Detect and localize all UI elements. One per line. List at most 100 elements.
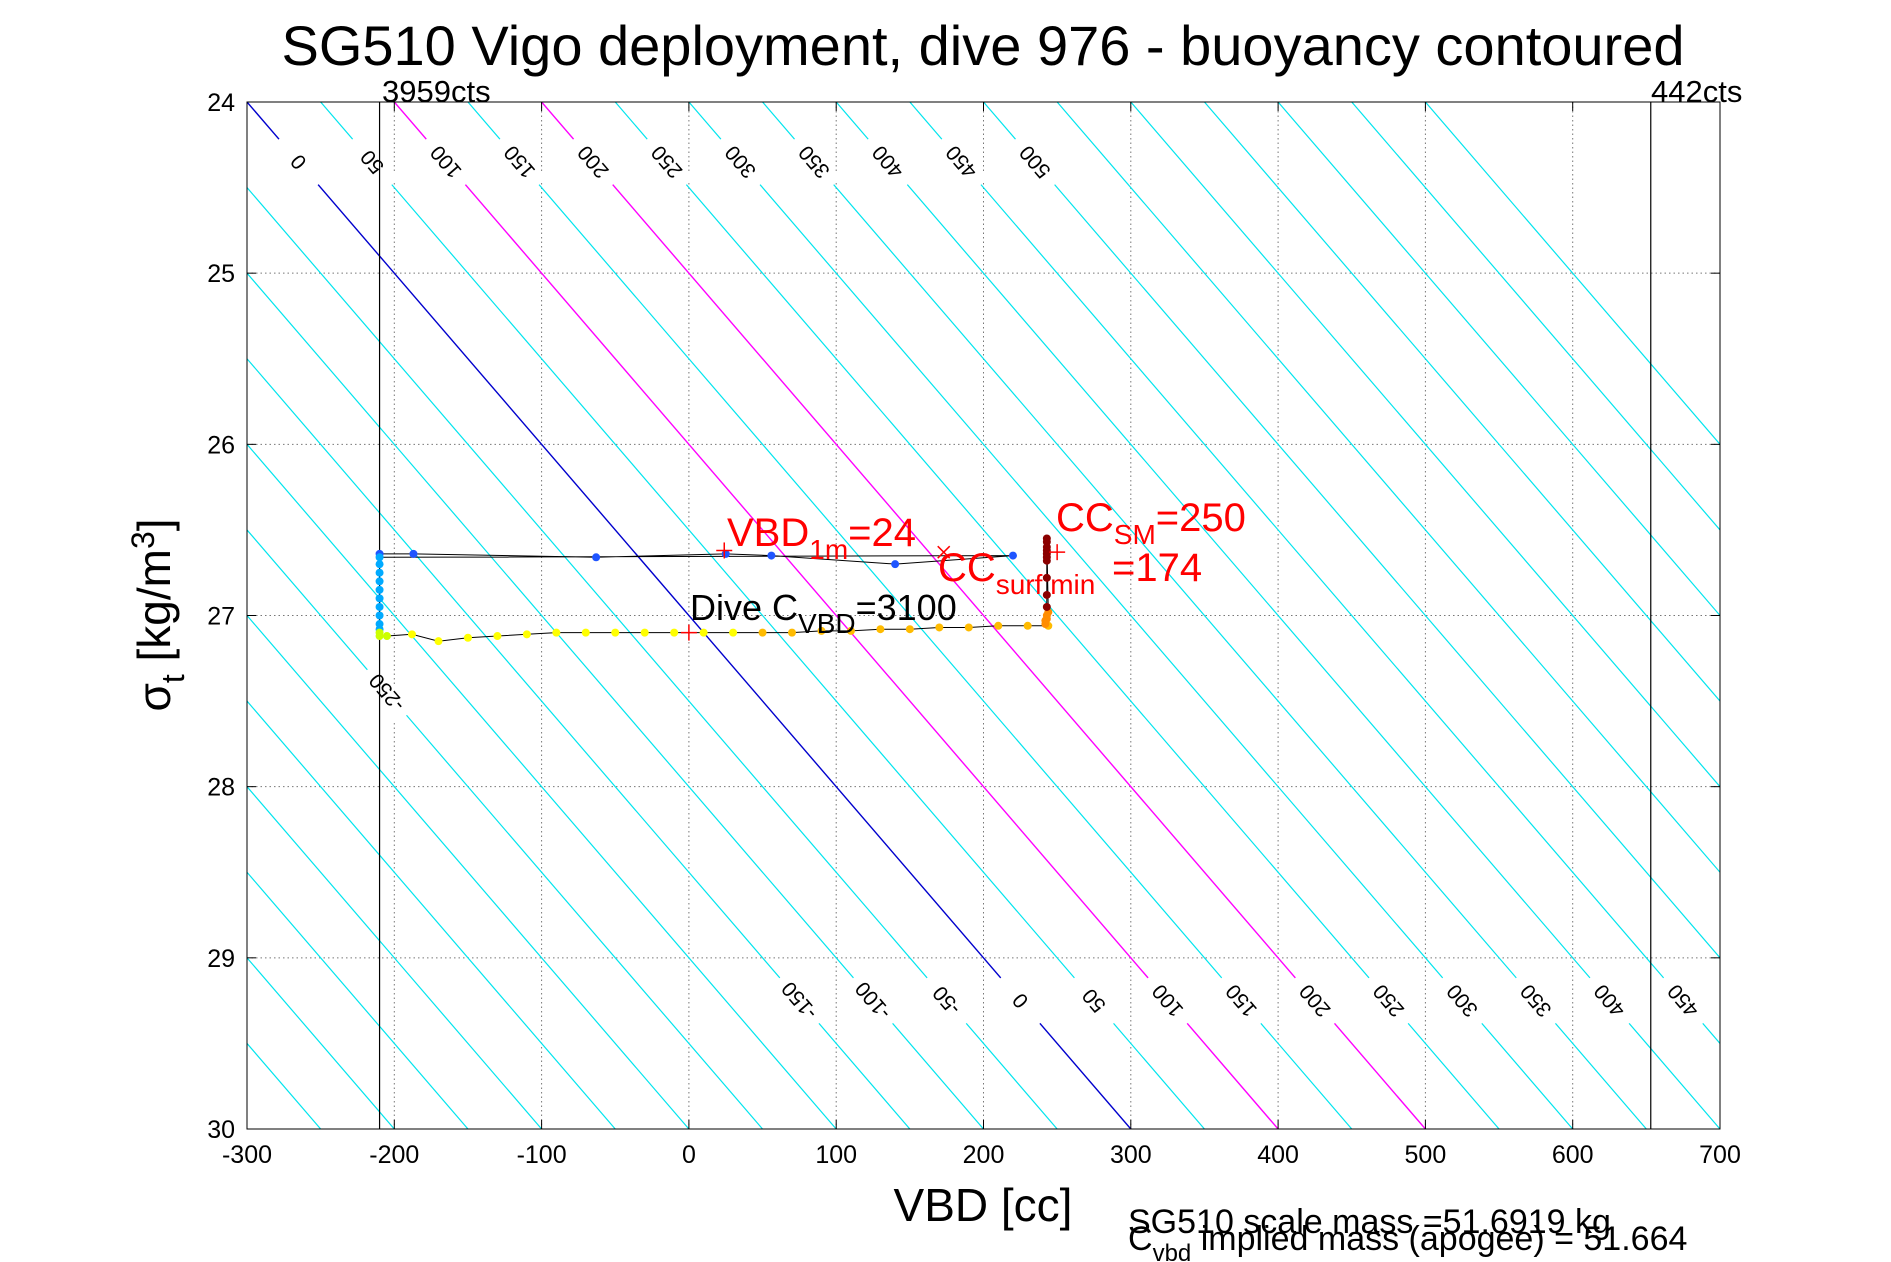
data-point <box>375 553 384 562</box>
contour-label-bg <box>1358 971 1416 1033</box>
data-point <box>434 637 443 646</box>
x-tick-label: 200 <box>963 1141 1005 1169</box>
implied-mass-text-sub: vbd <box>1153 1240 1192 1262</box>
contour-label-bg <box>1432 971 1490 1033</box>
data-point <box>1042 556 1051 565</box>
contour-label-bg <box>1284 971 1343 1033</box>
x-tick-label: 600 <box>1552 1141 1594 1169</box>
contour-label-bg <box>710 132 768 194</box>
plus-marker <box>1049 544 1066 561</box>
contour-label-bg <box>356 663 415 725</box>
vbd-1m-annotation-sub: 1m <box>809 534 848 565</box>
data-point <box>375 602 384 611</box>
buoyancy-contour-highlight <box>393 102 1279 1129</box>
buoyancy-contour <box>0 102 100 1129</box>
cc-surf-min-annotation: CCsurf min =174 <box>938 546 1202 600</box>
data-point <box>729 628 738 637</box>
data-point <box>592 553 601 562</box>
contour-label-bg <box>842 971 901 1033</box>
x-tick-label: 0 <box>682 1141 696 1169</box>
vbd-1m-annotation-value: =24 <box>848 511 916 555</box>
buoyancy-contour <box>614 102 1500 1129</box>
cc-sm-annotation-value: =250 <box>1156 496 1246 540</box>
y-tick-label: 30 <box>207 1116 235 1144</box>
y-tick-label: 27 <box>207 603 235 631</box>
data-point <box>994 621 1003 630</box>
y-tick-label: 24 <box>207 89 235 117</box>
cc-sm-annotation: CCSM=250 <box>1056 496 1246 550</box>
data-point <box>375 632 384 641</box>
data-point <box>1042 590 1051 599</box>
implied-mass-text-main: C <box>1128 1220 1153 1258</box>
x-tick-label: -300 <box>222 1141 272 1169</box>
y-tick-label: 28 <box>207 774 235 802</box>
buoyancy-contour <box>247 443 837 1129</box>
buoyancy-contour <box>247 528 764 1129</box>
data-point <box>876 625 885 634</box>
y-axis-label-units-exponent: 3 <box>125 531 161 549</box>
plus-marker <box>680 624 697 641</box>
contour-label-bg <box>1579 971 1637 1033</box>
buoyancy-contour-highlight <box>541 102 1426 1129</box>
buoyancy-contour <box>1130 102 1720 788</box>
contour-label-bg <box>783 132 842 194</box>
y-axis-label-subscript: t <box>155 674 191 683</box>
buoyancy-contour <box>247 272 984 1129</box>
contour-label-bg <box>415 132 474 194</box>
contour-label-bg <box>931 132 989 194</box>
data-point <box>409 549 418 558</box>
data-point <box>611 628 620 637</box>
buoyancy-contour <box>835 102 1720 1129</box>
buoyancy-contour <box>247 785 543 1129</box>
buoyancy-contour-zero <box>247 102 1132 1129</box>
dive-cvbd-annotation: Dive CVBD=3100 <box>690 587 957 639</box>
dive-cvbd-annotation-sub: VBD <box>798 608 856 639</box>
y-tick-label: 29 <box>207 945 235 973</box>
data-point <box>375 594 384 603</box>
x-tick-label: -100 <box>517 1141 567 1169</box>
marker-stroke <box>937 545 951 559</box>
data-point <box>891 560 900 569</box>
data-point <box>375 585 384 594</box>
contour-label-bg <box>636 132 694 194</box>
x-marker <box>937 545 951 559</box>
contour-label-group: 0 <box>268 132 326 194</box>
contour-label-bg <box>489 132 547 194</box>
contour-label-bg <box>769 971 827 1033</box>
contour-label-bg <box>1652 971 1711 1033</box>
buoyancy-contour <box>247 357 911 1129</box>
data-point <box>817 626 826 635</box>
annotation-markers <box>680 542 1066 641</box>
buoyancy-contour <box>247 186 1058 1129</box>
cc-surf-min-annotation-value: =174 <box>1112 546 1202 590</box>
vbd-1m-annotation-main: VBD <box>727 511 809 555</box>
buoyancy-contour <box>762 102 1647 1129</box>
x-tick-label: 500 <box>1405 1141 1447 1169</box>
buoyancy-contour <box>1424 102 1720 446</box>
data-point <box>767 551 776 560</box>
vbd-max-limit-label: 442cts <box>1651 74 1742 109</box>
axis-ticks: -300 -200 -100 0 100 200 300 400 500 600 700242526… <box>207 89 1741 1169</box>
contour-label-group: 150 <box>1211 971 1269 1033</box>
cc-sm-annotation-sub: SM <box>1114 519 1156 550</box>
data-point <box>1042 602 1051 611</box>
data-point <box>788 628 797 637</box>
cc-sm-annotation-main: CC <box>1056 496 1114 540</box>
data-point <box>375 577 384 586</box>
dive-cvbd-annotation-main: Dive C <box>690 587 798 628</box>
x-tick-label: 100 <box>815 1141 857 1169</box>
buoyancy-contour <box>688 102 1574 1129</box>
contour-label-bg <box>1211 971 1269 1033</box>
buoyancy-contour <box>467 102 1353 1129</box>
buoyancy-contour <box>1203 102 1720 703</box>
buoyancy-contour <box>909 102 1720 1045</box>
x-tick-label: 300 <box>1110 1141 1152 1169</box>
data-point <box>905 625 914 634</box>
contour-label-bg <box>1063 971 1122 1033</box>
data-point <box>670 628 679 637</box>
vbd-1m-annotation: VBD1m=24 <box>727 511 916 565</box>
data-point <box>758 628 767 637</box>
contour-label-bg <box>857 132 915 194</box>
